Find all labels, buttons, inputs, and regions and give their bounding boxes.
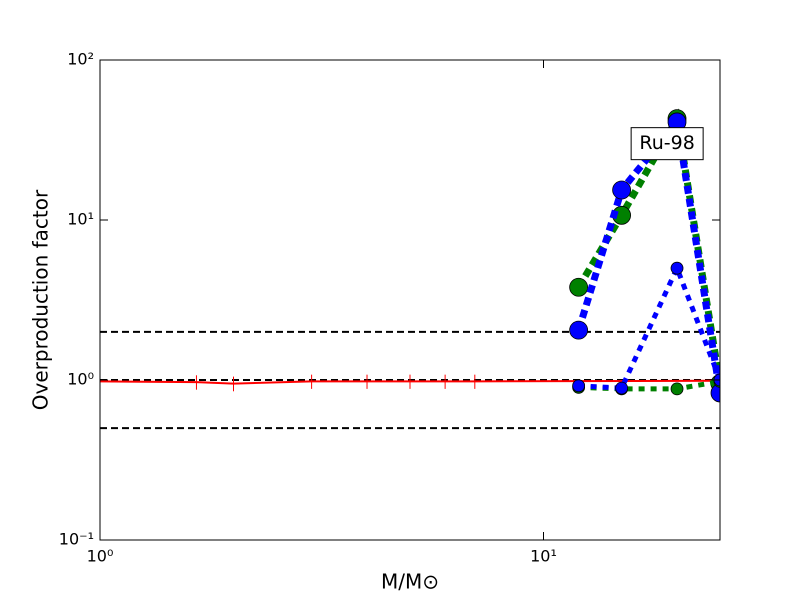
marker [615,381,629,395]
marker [569,320,589,340]
y-axis-label: Overproduction factor [29,189,53,410]
plot-area [100,108,720,430]
marker [670,382,684,396]
marker [670,261,684,275]
y-tick-label: 10⁰ [67,370,94,389]
annotation: Ru-98 [639,132,694,154]
marker [569,277,589,297]
series-line [578,378,720,392]
x-tick-label: 10⁰ [87,547,114,566]
y-tick-label: 10¹ [67,210,94,229]
series-line [578,261,720,391]
annotation-box [630,127,704,161]
marker [710,383,720,403]
marker [612,180,632,200]
plot-frame [99,59,721,541]
y-tick-label: 10² [67,50,94,69]
x-axis-label: M/M⊙ [381,570,439,594]
y-tick-label: 10⁻¹ [59,530,94,549]
x-tick-label: 10¹ [530,547,557,566]
marker [572,379,586,393]
series-line [575,113,720,394]
